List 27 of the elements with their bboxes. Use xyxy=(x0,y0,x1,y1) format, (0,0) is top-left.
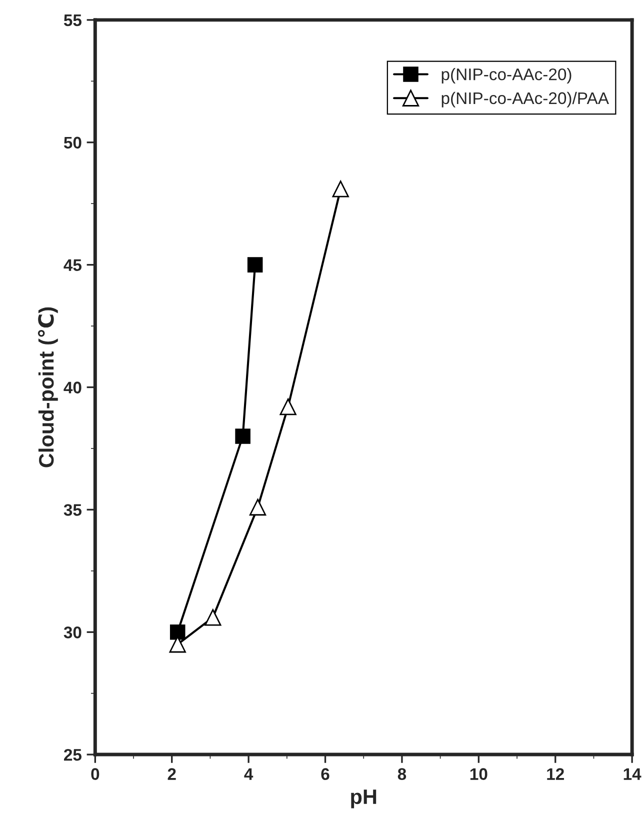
x-tick-label: 8 xyxy=(398,768,406,780)
point xyxy=(169,636,186,653)
y-tick-label: 25 xyxy=(64,748,82,761)
x-tick-label: 10 xyxy=(470,768,488,780)
x-tick-label: 14 xyxy=(624,768,642,780)
point xyxy=(280,398,296,416)
point xyxy=(247,257,263,272)
x-axis-title: pH xyxy=(351,790,376,808)
x-tick-label: 0 xyxy=(91,768,100,780)
y-tick-label: 45 xyxy=(64,259,82,272)
legend-label: p(NIP-co-AAc-20)/PAA xyxy=(442,92,609,108)
point xyxy=(332,180,349,198)
point xyxy=(170,624,186,640)
point xyxy=(235,428,250,444)
x-tick-label: 2 xyxy=(168,768,176,780)
legend-label: p(NIP-co-AAc-20) xyxy=(442,68,572,84)
point xyxy=(204,609,222,626)
y-axis-title: Cloud-point (℃) xyxy=(38,307,58,468)
y-tick-label: 55 xyxy=(64,14,82,26)
point xyxy=(249,498,266,516)
y-tick-label: 30 xyxy=(64,626,82,638)
y-tick-label: 35 xyxy=(64,504,82,516)
x-tick-label: 12 xyxy=(547,768,564,780)
x-tick-label: 6 xyxy=(321,768,330,780)
x-tick-label: 4 xyxy=(244,768,254,780)
y-tick-label: 50 xyxy=(64,136,82,149)
y-tick-label: 40 xyxy=(64,382,82,394)
